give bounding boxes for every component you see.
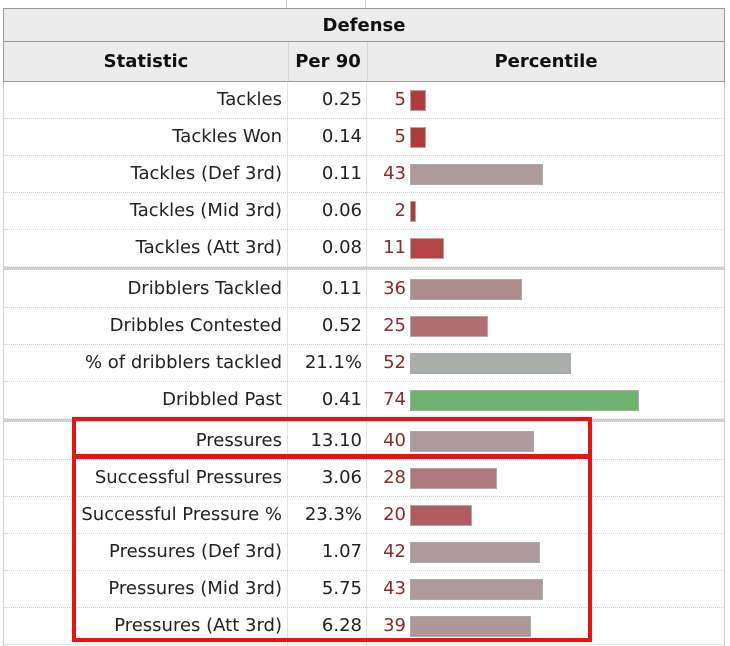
percentile-value: 52 xyxy=(383,352,406,373)
percentile-value: 40 xyxy=(383,430,406,451)
percentile-bar xyxy=(410,353,571,374)
per90-value: 0.52 xyxy=(321,315,362,336)
percentile-value: 20 xyxy=(383,504,406,525)
stat-label[interactable]: % of dribblers tackled xyxy=(84,352,282,373)
percentile-value: 2 xyxy=(394,200,406,221)
percentile-bar xyxy=(410,164,543,185)
percentile-bar xyxy=(410,390,639,411)
stat-label[interactable]: Dribbled Past xyxy=(162,389,282,410)
percentile-bar xyxy=(410,238,444,259)
header-per90[interactable]: Per 90 xyxy=(295,51,361,72)
table-row: Pressures 13.10 40 xyxy=(4,423,724,460)
top-strip xyxy=(0,0,730,8)
per90-value: 23.3% xyxy=(304,504,362,525)
per90-value: 0.06 xyxy=(321,200,362,221)
stat-label[interactable]: Pressures (Mid 3rd) xyxy=(108,578,282,599)
per90-value: 0.41 xyxy=(321,389,362,410)
stat-label[interactable]: Tackles xyxy=(217,89,282,110)
per90-value: 0.08 xyxy=(321,237,362,258)
table-row: % of dribblers tackled 21.1% 52 xyxy=(4,345,724,382)
percentile-bar xyxy=(410,468,497,489)
per90-value: 1.07 xyxy=(321,541,362,562)
table-row: Dribbles Contested 0.52 25 xyxy=(4,308,724,345)
percentile-value: 28 xyxy=(383,467,406,488)
table-row: Dribbled Past 0.41 74 xyxy=(4,382,724,419)
per90-value: 5.75 xyxy=(321,578,362,599)
table-row: Successful Pressures 3.06 28 xyxy=(4,460,724,497)
percentile-bar xyxy=(410,505,472,526)
per90-value: 0.11 xyxy=(321,163,362,184)
stat-label[interactable]: Tackles (Def 3rd) xyxy=(130,163,282,184)
percentile-bar xyxy=(410,316,488,337)
per90-value: 0.11 xyxy=(321,278,362,299)
percentile-bar xyxy=(410,616,531,637)
stat-label[interactable]: Tackles (Att 3rd) xyxy=(135,237,282,258)
table-row: Dribblers Tackled 0.11 36 xyxy=(4,271,724,308)
percentile-value: 39 xyxy=(383,615,406,636)
per90-value: 0.14 xyxy=(321,126,362,147)
table-row: Tackles (Att 3rd) 0.08 11 xyxy=(4,230,724,267)
table-row: Tackles Won 0.14 5 xyxy=(4,119,724,156)
percentile-value: 74 xyxy=(383,389,406,410)
percentile-value: 43 xyxy=(383,578,406,599)
per90-value: 0.25 xyxy=(321,89,362,110)
table-row: Pressures (Def 3rd) 1.07 42 xyxy=(4,534,724,571)
percentile-value: 42 xyxy=(383,541,406,562)
table-row: Tackles 0.25 5 xyxy=(4,82,724,119)
stat-label[interactable]: Successful Pressures xyxy=(94,467,282,488)
percentile-value: 43 xyxy=(383,163,406,184)
table-row: Tackles (Def 3rd) 0.11 43 xyxy=(4,156,724,193)
stat-label[interactable]: Pressures xyxy=(195,430,282,451)
percentile-value: 5 xyxy=(394,89,406,110)
highlight-box-pressures xyxy=(72,417,592,459)
table-row: Successful Pressure % 23.3% 20 xyxy=(4,497,724,534)
table-row: Pressures (Att 3rd) 6.28 39 xyxy=(4,608,724,645)
table-body: Tackles 0.25 5 Tackles Won 0.14 5 Tackles (Def… xyxy=(3,82,725,646)
percentile-value: 11 xyxy=(383,237,406,258)
stat-label[interactable]: Tackles (Mid 3rd) xyxy=(129,200,282,221)
highlight-box-pressure-breakdown xyxy=(72,454,592,642)
stat-label[interactable]: Tackles Won xyxy=(172,126,282,147)
header-statistic[interactable]: Statistic xyxy=(103,51,189,72)
percentile-bar xyxy=(410,90,426,111)
group-separator xyxy=(4,267,724,270)
percentile-value: 36 xyxy=(383,278,406,299)
percentile-bar xyxy=(410,127,426,148)
per90-value: 6.28 xyxy=(321,615,362,636)
stat-label[interactable]: Pressures (Att 3rd) xyxy=(114,615,282,636)
table-row: Pressures (Mid 3rd) 5.75 43 xyxy=(4,571,724,608)
percentile-bar xyxy=(410,542,540,563)
percentile-bar xyxy=(410,579,543,600)
header-percentile[interactable]: Percentile xyxy=(494,51,598,72)
stat-label[interactable]: Dribbles Contested xyxy=(109,315,282,336)
percentile-bar xyxy=(410,431,534,452)
stat-label[interactable]: Dribblers Tackled xyxy=(127,278,282,299)
per90-value: 3.06 xyxy=(321,467,362,488)
percentile-value: 25 xyxy=(383,315,406,336)
table-header: Statistic Per 90 Percentile xyxy=(3,42,725,82)
per90-value: 21.1% xyxy=(304,352,362,373)
stat-label[interactable]: Successful Pressure % xyxy=(81,504,282,525)
percentile-bar xyxy=(410,279,522,300)
percentile-value: 5 xyxy=(394,126,406,147)
percentile-bar xyxy=(410,201,416,222)
stat-label[interactable]: Pressures (Def 3rd) xyxy=(109,541,282,562)
table-row: Tackles (Mid 3rd) 0.06 2 xyxy=(4,193,724,230)
per90-value: 13.10 xyxy=(310,430,362,451)
table-title: Defense xyxy=(3,8,725,42)
